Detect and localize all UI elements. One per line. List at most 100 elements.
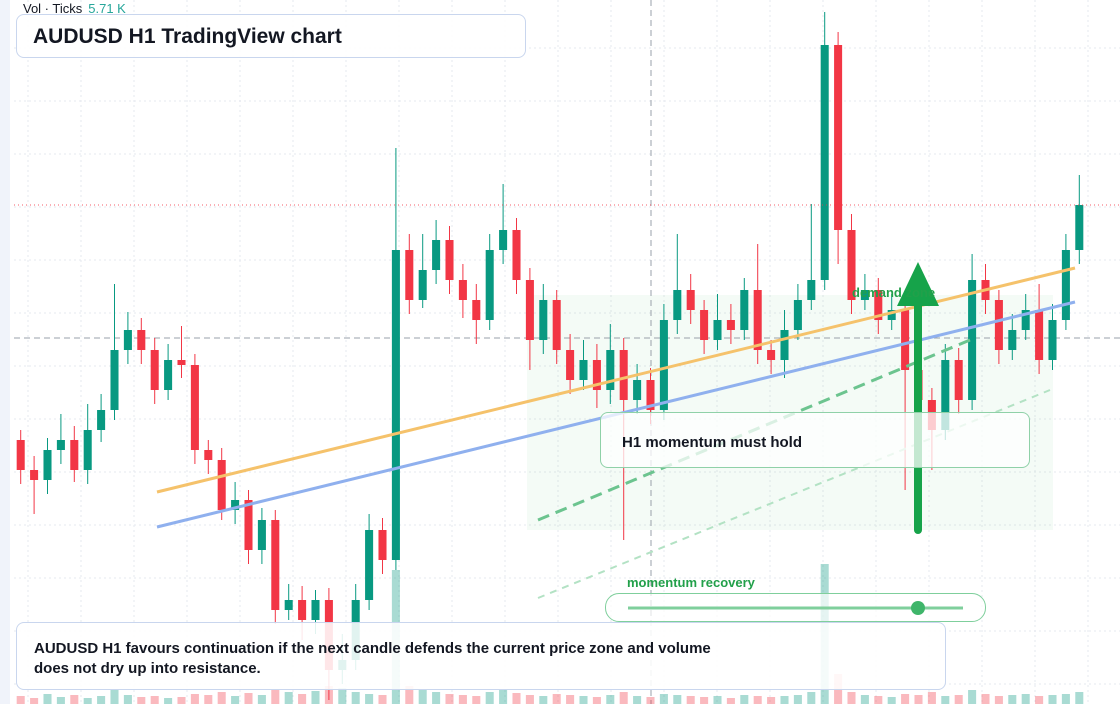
volume-bar — [646, 697, 655, 704]
candle-body — [994, 300, 1003, 350]
candle-body — [700, 310, 709, 340]
candle-body — [740, 290, 749, 330]
volume-bar — [619, 692, 628, 704]
volume-bar — [311, 691, 320, 704]
note-text: AUDUSD H1 favours continuation if the ne… — [34, 640, 711, 677]
slider-label: momentum recovery — [627, 575, 755, 590]
candle-body — [365, 530, 374, 600]
slider[interactable] — [605, 593, 986, 622]
candle-body — [793, 300, 802, 330]
candle-body — [271, 520, 280, 610]
candle-body — [284, 600, 293, 610]
candle-body — [1035, 310, 1044, 360]
volume-bar — [1075, 692, 1084, 704]
left-edge — [0, 0, 10, 704]
volume-bar — [713, 696, 722, 704]
volume-bar — [351, 692, 360, 704]
candle-body — [56, 440, 65, 450]
volume-bar — [552, 694, 561, 704]
volume-bar — [244, 693, 253, 704]
volume-label: Vol · Ticks — [23, 1, 83, 16]
volume-bar — [499, 690, 508, 704]
volume-bar — [204, 695, 213, 704]
volume-bar — [525, 695, 534, 704]
candle-body — [1048, 320, 1057, 360]
candle-body — [780, 330, 789, 360]
volume-bar — [271, 690, 280, 704]
note-panel: AUDUSD H1 favours continuation if the ne… — [16, 622, 946, 690]
candle-body — [204, 450, 213, 460]
candle-body — [968, 280, 977, 400]
volume-bar — [780, 696, 789, 704]
candle-body — [472, 300, 481, 320]
volume-bar — [56, 697, 65, 704]
title-panel: AUDUSD H1 TradingView chart — [16, 14, 526, 58]
zone-label: demand zone — [852, 285, 936, 300]
candle-body — [150, 350, 159, 390]
candle-body — [807, 280, 816, 300]
volume-bar — [30, 698, 39, 704]
candle-body — [311, 600, 320, 620]
volume-bar — [432, 692, 441, 704]
volume-bar — [793, 695, 802, 704]
candle-body — [887, 310, 896, 320]
volume-bar — [1061, 694, 1070, 704]
volume-bar — [137, 697, 146, 704]
candle-body — [726, 320, 735, 330]
volume-bar — [458, 695, 467, 704]
volume-bar — [579, 696, 588, 704]
volume-bar — [954, 695, 963, 704]
candle-body — [177, 360, 186, 365]
candle-body — [901, 310, 910, 370]
volume-bar — [110, 690, 119, 704]
volume-bar — [566, 695, 575, 704]
candle-body — [1075, 205, 1084, 250]
volume-bar — [43, 694, 52, 704]
volume-bar — [726, 698, 735, 704]
candle-body — [97, 410, 106, 430]
candle-body — [954, 360, 963, 400]
candle-body — [619, 350, 628, 400]
candle-body — [941, 360, 950, 430]
candle-body — [539, 300, 548, 340]
volume-bar — [16, 696, 25, 704]
volume-bar — [968, 690, 977, 704]
volume-bar — [298, 694, 307, 704]
candle-body — [70, 440, 79, 470]
candle-body — [1008, 330, 1017, 350]
candle-body — [633, 380, 642, 400]
volume-bar — [445, 694, 454, 704]
volume-bar — [927, 692, 936, 704]
volume-bar — [1021, 694, 1030, 704]
volume-bar — [217, 692, 226, 704]
candle-body — [123, 330, 132, 350]
volume-bar — [378, 695, 387, 704]
candle-body — [566, 350, 575, 380]
volume-bar — [914, 695, 923, 704]
candle-body — [298, 600, 307, 620]
candle-body — [405, 250, 414, 300]
slider-track — [628, 601, 963, 615]
candle-body — [592, 360, 601, 390]
volume-bar — [123, 695, 132, 704]
candle-body — [391, 250, 400, 560]
volume-bar — [1008, 695, 1017, 704]
volume-bar — [164, 698, 173, 704]
volume-value: 5.71 K — [88, 1, 126, 16]
candle-body — [257, 520, 266, 550]
volume-bar — [70, 695, 79, 704]
candle-body — [1061, 250, 1070, 320]
candle-body — [1021, 310, 1030, 330]
volume-bar — [887, 697, 896, 704]
callout-panel: H1 momentum must hold — [600, 412, 1030, 468]
candle-body — [847, 230, 856, 300]
candle-body — [190, 365, 199, 450]
slider-knob[interactable] — [911, 601, 925, 615]
candle-body — [820, 45, 829, 280]
volume-bar — [659, 694, 668, 704]
volume-bar — [994, 696, 1003, 704]
candle-body — [673, 290, 682, 320]
volume-bar — [874, 696, 883, 704]
volume-bar — [606, 695, 615, 704]
